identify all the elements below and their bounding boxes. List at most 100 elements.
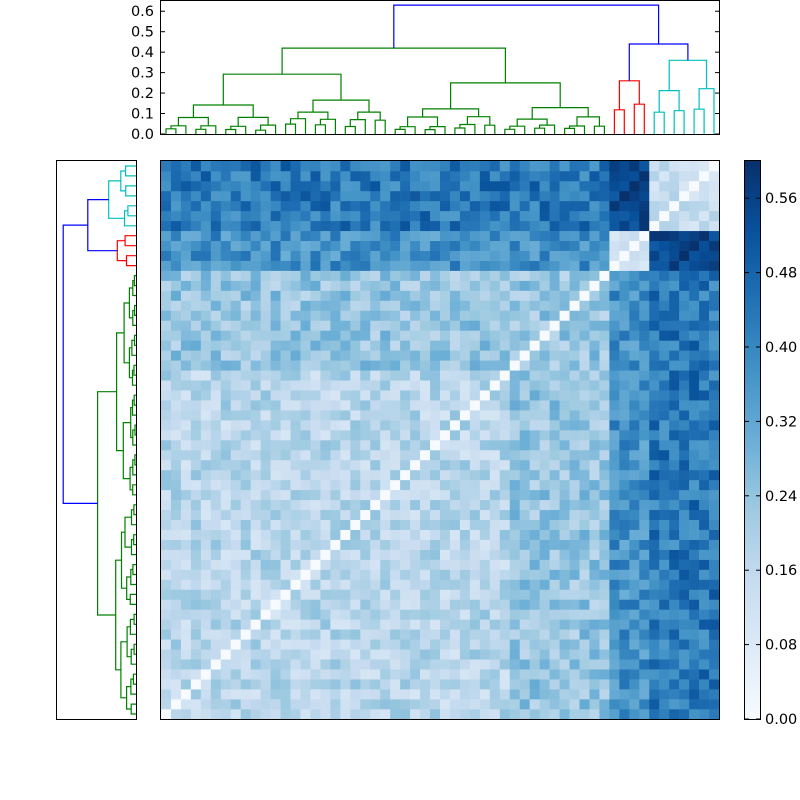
- heatmap-cell: [440, 559, 451, 570]
- heatmap-cell: [649, 489, 660, 501]
- heatmap-cell: [489, 440, 501, 451]
- heatmap-cell: [220, 170, 232, 182]
- heatmap-cell: [539, 569, 550, 580]
- heatmap-cell: [649, 449, 660, 461]
- heatmap-cell: [669, 699, 680, 710]
- heatmap-cell: [420, 689, 431, 700]
- heatmap-cell: [350, 499, 361, 511]
- heatmap-cell: [430, 390, 441, 401]
- heatmap-cell: [609, 400, 620, 411]
- heatmap-cell: [489, 689, 501, 700]
- heatmap-cell: [161, 180, 172, 192]
- heatmap-cell: [669, 180, 680, 192]
- heatmap-cell: [430, 270, 441, 281]
- heatmap-cell: [629, 270, 640, 281]
- dendrogram-link: [516, 118, 548, 127]
- heatmap-cell: [649, 180, 660, 192]
- heatmap-cell: [479, 479, 491, 491]
- heatmap-cell: [330, 549, 341, 560]
- heatmap-cell: [370, 489, 381, 501]
- heatmap-cell: [200, 529, 212, 540]
- heatmap-cell: [559, 529, 570, 540]
- heatmap-cell: [619, 330, 630, 341]
- heatmap-cell: [250, 320, 261, 331]
- heatmap-cell: [709, 220, 720, 232]
- heatmap-cell: [639, 699, 650, 710]
- heatmap-cell: [569, 230, 580, 242]
- heatmap-cell: [529, 420, 540, 431]
- dendrogram-link: [126, 576, 131, 600]
- heatmap-cell: [370, 370, 381, 381]
- heatmap-cell: [649, 340, 660, 351]
- heatmap-cell: [639, 569, 650, 580]
- heatmap-cell: [639, 330, 650, 341]
- heatmap-cell: [629, 430, 640, 441]
- heatmap-cell: [230, 539, 242, 550]
- heatmap-cell: [280, 320, 291, 331]
- heatmap-cell: [360, 200, 371, 212]
- heatmap-cell: [709, 489, 720, 501]
- heatmap-cell: [679, 679, 690, 690]
- heatmap-cell: [459, 569, 471, 580]
- heatmap-cell: [529, 290, 540, 301]
- heatmap-cell: [440, 210, 451, 222]
- heatmap-cell: [340, 410, 351, 421]
- heatmap-cell: [549, 200, 560, 212]
- heatmap-cell: [549, 629, 560, 640]
- heatmap-cell: [410, 390, 421, 401]
- heatmap-cell: [669, 290, 680, 301]
- heatmap-cell: [230, 230, 242, 242]
- dendrogram-link: [424, 129, 436, 134]
- heatmap-cell: [469, 310, 481, 321]
- heatmap-cell: [499, 220, 511, 232]
- heatmap-cell: [469, 290, 481, 301]
- heatmap-cell: [310, 489, 321, 501]
- heatmap-cell: [161, 370, 172, 381]
- heatmap-cell: [469, 529, 481, 540]
- heatmap-cell: [300, 440, 311, 451]
- heatmap-cell: [310, 290, 321, 301]
- heatmap-cell: [559, 559, 570, 570]
- heatmap-cell: [469, 390, 481, 401]
- heatmap-cell: [449, 430, 461, 441]
- heatmap-cell: [539, 430, 550, 441]
- heatmap-cell: [370, 609, 381, 620]
- heatmap-cell: [440, 549, 451, 560]
- heatmap-cell: [619, 699, 630, 710]
- heatmap-cell: [489, 350, 501, 361]
- heatmap-cell: [679, 340, 690, 351]
- heatmap-cell: [310, 689, 321, 700]
- heatmap-cell: [390, 250, 401, 261]
- heatmap-cell: [549, 549, 560, 560]
- heatmap-cell: [659, 161, 670, 172]
- dendrogram-link: [281, 47, 506, 83]
- heatmap-cell: [609, 280, 620, 291]
- heatmap-cell: [449, 599, 461, 610]
- heatmap-cell: [270, 569, 281, 580]
- heatmap-cell: [330, 200, 341, 212]
- heatmap-cell: [260, 699, 271, 710]
- heatmap-cell: [310, 669, 321, 680]
- heatmap-cell: [270, 699, 281, 710]
- heatmap-cell: [559, 360, 570, 371]
- heatmap-cell: [300, 190, 311, 202]
- heatmap-cell: [200, 161, 212, 172]
- heatmap-cell: [699, 679, 710, 690]
- heatmap-cell: [250, 270, 261, 281]
- heatmap-cell: [609, 420, 620, 431]
- heatmap-cell: [440, 659, 451, 670]
- heatmap-cell: [569, 469, 580, 481]
- heatmap-cell: [370, 400, 381, 411]
- heatmap-cell: [370, 161, 381, 172]
- heatmap-cell: [699, 639, 710, 650]
- heatmap-cell: [430, 619, 441, 630]
- heatmap-cell: [579, 220, 590, 232]
- heatmap-cell: [709, 260, 720, 271]
- heatmap-cell: [240, 330, 251, 341]
- heatmap-cell: [509, 180, 521, 192]
- heatmap-cell: [190, 459, 202, 471]
- heatmap-cell: [340, 420, 351, 431]
- heatmap-cell: [459, 599, 471, 610]
- heatmap-cell: [270, 210, 281, 222]
- heatmap-cell: [230, 340, 242, 351]
